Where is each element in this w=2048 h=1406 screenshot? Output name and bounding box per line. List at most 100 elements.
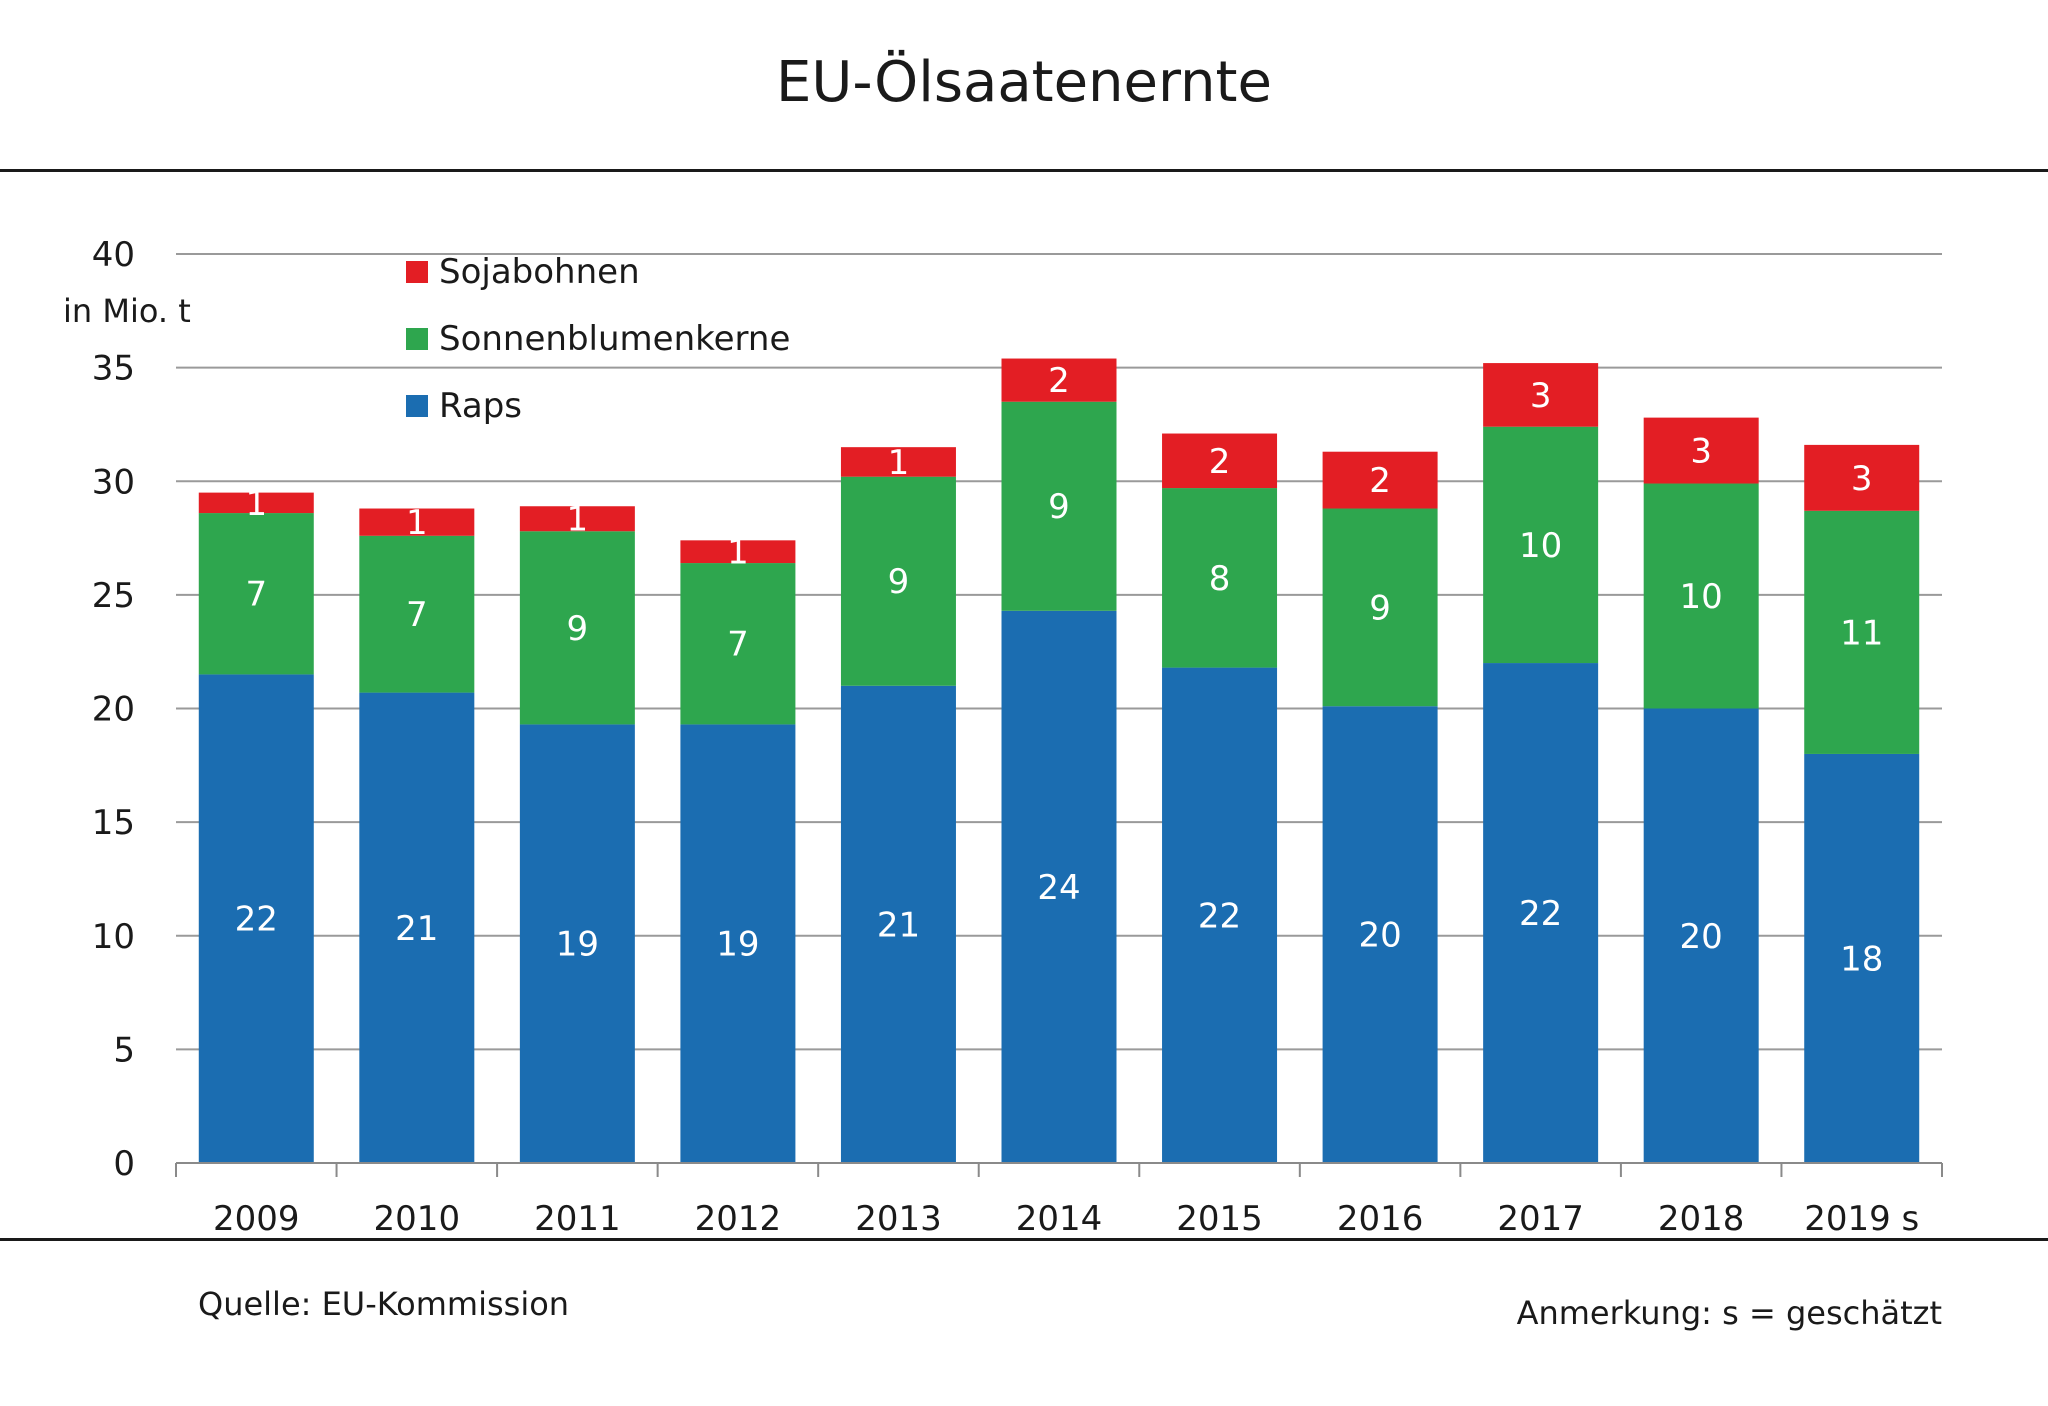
data-label: 10 [1680,577,1723,617]
legend-label: Sojabohnen [439,252,640,292]
data-label: 24 [1037,868,1080,908]
data-label: 22 [235,900,278,940]
data-label: 9 [567,609,589,649]
bar-segment [198,674,314,1163]
bar-segment [1643,417,1759,484]
y-tick-label: 0 [113,1144,135,1184]
x-tick-label: 2010 [374,1199,461,1239]
data-label: 3 [1530,376,1552,416]
x-tick-label: 2011 [534,1199,621,1239]
bar-segment [840,447,956,477]
x-tick-label: 2009 [213,1199,300,1239]
top-rule [0,169,2048,172]
chart-title: EU-Ölsaatenernte [776,50,1272,115]
data-label: 7 [245,575,267,615]
y-axis-label: in Mio. t [63,292,191,330]
data-label: 1 [406,503,428,543]
bar-segment [198,492,314,514]
data-label: 2 [1369,461,1391,501]
y-tick-label: 40 [92,235,135,275]
y-tick-label: 35 [92,349,135,389]
bar-segment [1483,663,1599,1163]
bar-segment [359,692,475,1163]
bar-segment [198,513,314,675]
legend-label: Sonnenblumenkerne [439,319,790,359]
bottom-rule [0,1238,2048,1241]
bar-segment [1322,451,1438,509]
data-label: 1 [567,500,589,540]
bar-segment [519,531,635,725]
data-label: 7 [406,595,428,635]
source-note: Quelle: EU-Kommission [198,1285,570,1323]
data-label: 22 [1519,894,1562,934]
y-tick-label: 15 [92,803,135,843]
bar-segment [1804,753,1920,1163]
data-label: 19 [716,925,759,965]
data-label: 9 [1048,487,1070,527]
legend-swatch [406,328,428,350]
x-tick-label: 2014 [1016,1199,1103,1239]
footnote: Anmerkung: s = geschätzt [1516,1294,1942,1332]
data-label: 11 [1840,613,1883,653]
x-tick-label: 2016 [1337,1199,1424,1239]
data-label: 9 [1369,588,1391,628]
bar-segment [680,540,796,564]
data-label: 20 [1680,917,1723,957]
data-label: 10 [1519,526,1562,566]
data-label: 1 [727,533,749,573]
bar-segment [519,506,635,532]
bar-segment [1162,433,1278,489]
bar-segment [1162,488,1278,668]
data-label: 2 [1048,361,1070,401]
bar-segment [1322,706,1438,1163]
legend-swatch [406,261,428,283]
legend-swatch [406,395,428,417]
legend-label: Raps [439,386,522,426]
y-tick-label: 30 [92,462,135,502]
data-label: 21 [395,909,438,949]
y-tick-label: 25 [92,576,135,616]
data-label: 3 [1851,459,1873,499]
bar-segment [840,685,956,1163]
bar-segment [680,724,796,1163]
data-label: 19 [556,925,599,965]
bar-segment [519,724,635,1163]
bar-segment [1162,667,1278,1163]
data-label: 2 [1209,442,1231,482]
bar-segment [840,476,956,686]
data-label: 21 [877,905,920,945]
bars [198,358,1920,1163]
x-tick-label: 2015 [1176,1199,1263,1239]
data-label: 1 [888,443,910,483]
data-label: 1 [245,484,267,524]
data-label: 3 [1690,432,1712,472]
bar-segment [1001,610,1117,1163]
bar-segment [1804,444,1920,511]
bar-segment [1322,508,1438,707]
bar-segment [1001,358,1117,402]
bar-segment [1001,401,1117,611]
data-label: 22 [1198,896,1241,936]
bar-segment [1483,363,1599,427]
bar-segment [359,508,475,536]
data-label: 18 [1840,939,1883,979]
data-labels: 2271217119911971219124922282209222103201… [235,361,1884,979]
bar-segment [359,535,475,693]
bar-segment [1483,426,1599,664]
x-tick-label: 2013 [855,1199,942,1239]
data-label: 20 [1358,916,1401,956]
bar-segment [1643,483,1759,709]
data-label: 9 [888,562,910,602]
y-tick-label: 20 [92,690,135,730]
y-tick-label: 5 [113,1030,135,1070]
data-label: 8 [1209,559,1231,599]
bar-segment [1804,510,1920,754]
x-tick-label: 2018 [1658,1199,1745,1239]
x-tick-label: 2017 [1497,1199,1584,1239]
legend: Sojabohnen Sonnenblumenkerne Raps [406,252,790,426]
bar-segment [1643,708,1759,1163]
y-tick-label: 10 [92,917,135,957]
x-tick-label: 2019 s [1804,1199,1919,1239]
